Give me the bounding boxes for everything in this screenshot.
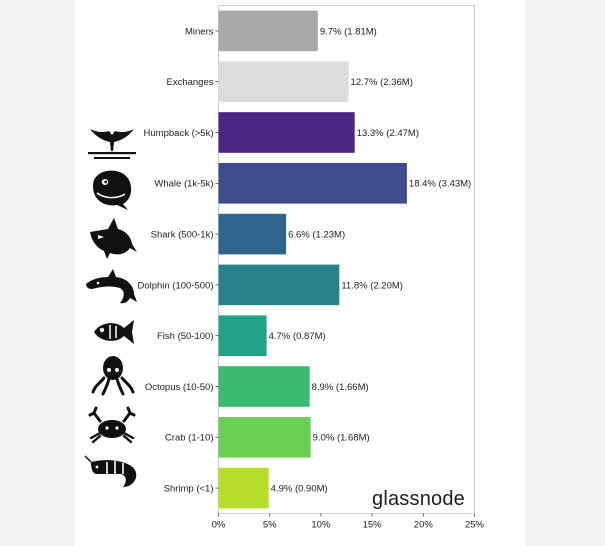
dolphin-icon: [86, 269, 137, 304]
category-label-8: Crab (1-10): [165, 433, 214, 444]
bar-3: [218, 162, 407, 204]
plot-frame: [218, 5, 475, 514]
bar-0: [218, 10, 318, 52]
category-label-7: Octopus (10-50): [145, 382, 214, 393]
bar-7: [218, 366, 310, 407]
category-label-9: Shrimp (<1): [164, 484, 214, 495]
bar-4: [218, 213, 287, 255]
whale-icon: [93, 170, 132, 210]
bar-6: [218, 315, 267, 357]
octopus-icon: [91, 356, 135, 396]
value-label-8: 9.0% (1.68M): [313, 433, 370, 444]
value-label-0: 9.7% (1.81M): [320, 26, 377, 37]
x-tick-label-3: 15%: [363, 520, 383, 531]
value-label-5: 11.8% (2.20M): [341, 280, 403, 291]
whale-tail-icon: [88, 129, 136, 159]
bars-group: [218, 10, 407, 509]
value-labels: 9.7% (1.81M) 12.7% (2.36M) 13.3% (2.47M) 18…: [269, 26, 472, 494]
category-label-6: Fish (50-100): [157, 331, 214, 342]
value-label-1: 12.7% (2.36M): [351, 77, 413, 88]
bar-1: [218, 61, 349, 103]
x-tick-label-0: 0%: [212, 520, 226, 531]
category-label-1: Exchanges: [166, 77, 213, 88]
bar-5: [218, 264, 340, 306]
value-label-6: 4.7% (0.87M): [269, 331, 326, 342]
category-label-4: Shark (500-1k): [151, 230, 214, 241]
x-tick-label-4: 20%: [414, 520, 434, 531]
crab-icon: [88, 406, 136, 444]
value-label-2: 13.3% (2.47M): [357, 128, 419, 139]
value-label-3: 18.4% (3.43M): [409, 179, 471, 190]
category-label-5: Dolphin (100-500): [137, 280, 213, 291]
shrimp-icon: [84, 455, 137, 487]
fish-icon: [94, 320, 134, 344]
category-label-2: Humpback (>5k): [144, 128, 214, 139]
category-label-0: Miners: [185, 26, 214, 37]
bar-8: [218, 416, 311, 458]
bar-2: [218, 112, 355, 153]
x-tick-label-2: 10%: [311, 520, 331, 531]
value-label-9: 4.9% (0.90M): [271, 484, 328, 495]
shark-icon: [90, 218, 137, 259]
x-tick-label-1: 5%: [263, 520, 277, 531]
brand-logo-text: glassnode: [372, 488, 465, 510]
category-label-3: Whale (1k-5k): [154, 179, 213, 190]
x-axis-ticks: 0% 5% 10% 15% 20% 25%: [212, 513, 485, 531]
x-tick-label-5: 25%: [465, 520, 485, 531]
value-label-7: 8.9% (1.66M): [312, 382, 369, 393]
value-label-4: 6.6% (1.23M): [288, 230, 345, 241]
bar-9: [218, 467, 269, 509]
category-labels: Miners Exchanges Humpback (>5k) Whale (1k-5…: [137, 26, 219, 495]
